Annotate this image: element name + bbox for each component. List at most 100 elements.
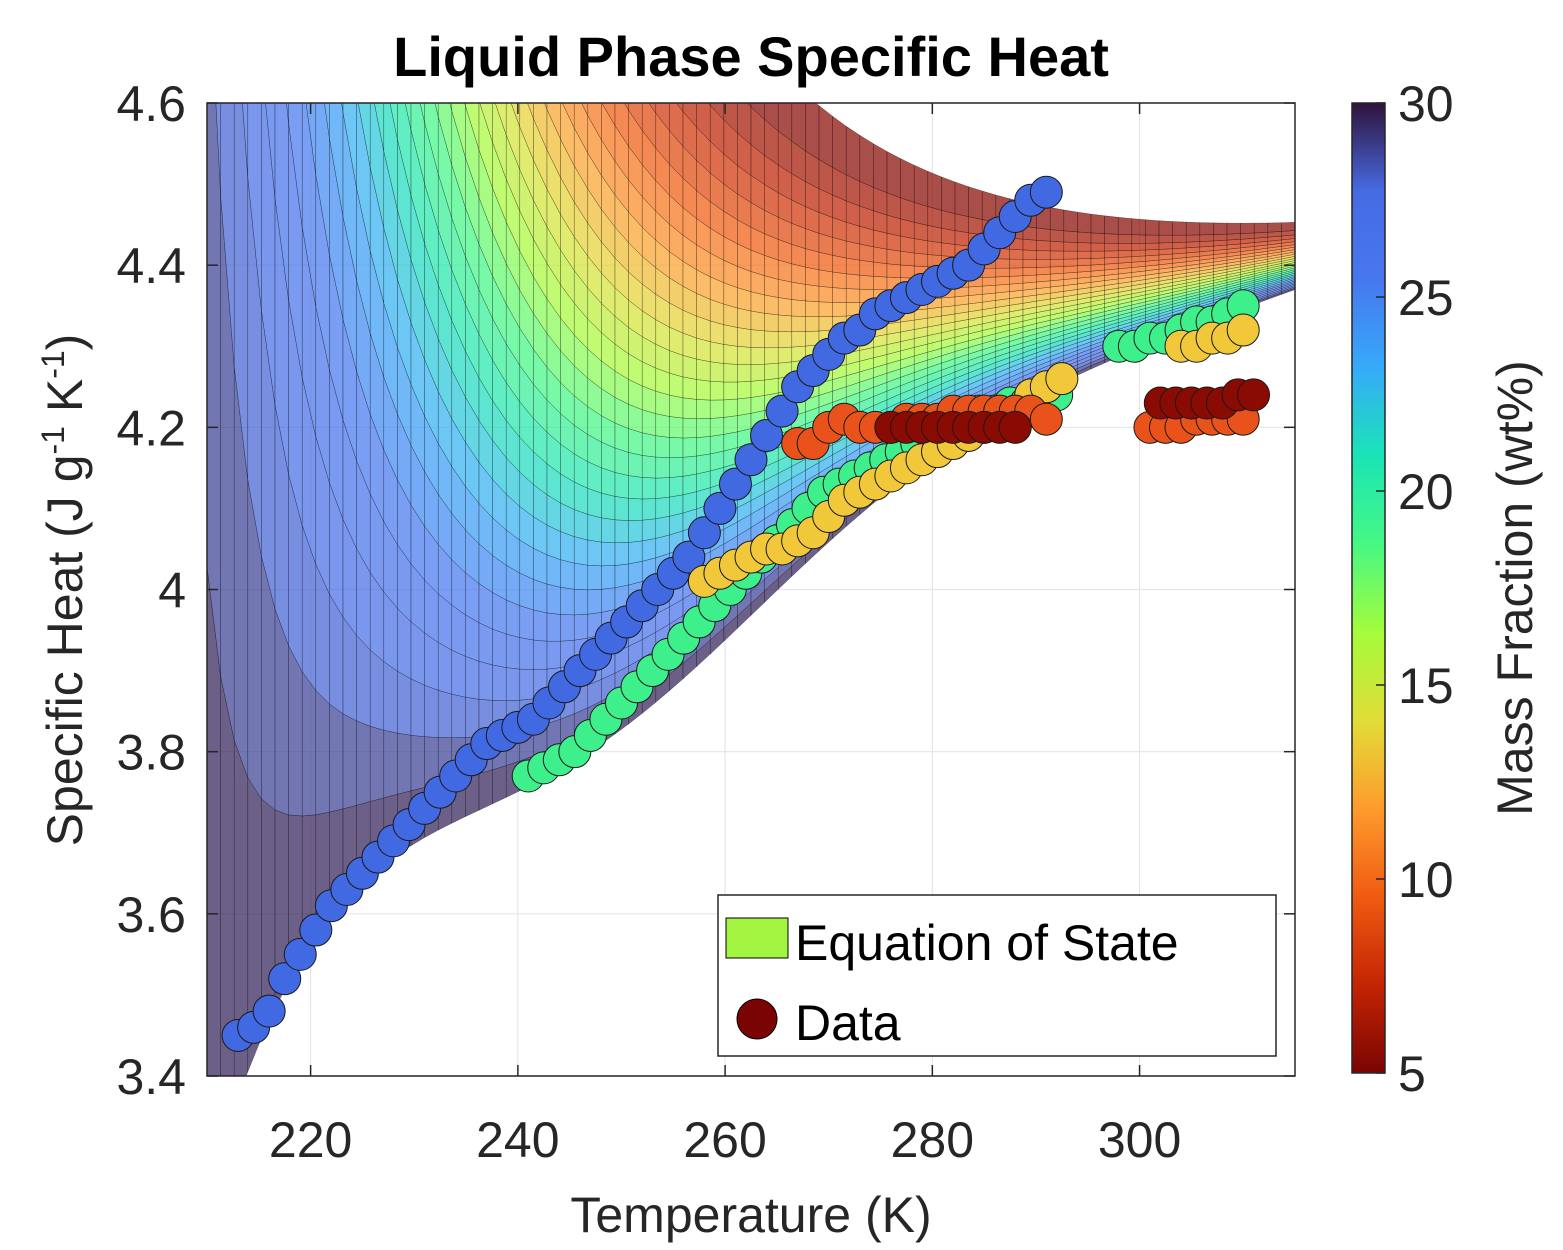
- surface-patch: [1104, 257, 1119, 265]
- surface-patch: [832, 287, 847, 303]
- surface-patch: [723, 398, 738, 418]
- colorbar-tick-label: 10: [1398, 852, 1454, 908]
- surface-patch: [1240, 222, 1255, 234]
- surface-patch: [1063, 265, 1078, 274]
- surface-patch: [764, 378, 779, 396]
- surface-patch: [805, 284, 820, 302]
- surface-patch: [1022, 259, 1037, 268]
- data-point: [765, 394, 799, 428]
- surface-patch: [696, 453, 711, 475]
- surface-patch: [832, 271, 847, 289]
- surface-patch: [832, 302, 847, 317]
- surface-patch: [818, 316, 833, 332]
- surface-patch: [723, 415, 738, 435]
- surface-patch: [1104, 215, 1119, 235]
- surface-patch: [642, 432, 656, 458]
- surface-patch: [900, 235, 915, 254]
- surface-patch: [1145, 234, 1160, 244]
- surface-patch: [642, 455, 656, 479]
- surface-patch: [846, 240, 860, 261]
- surface-patch: [995, 267, 1010, 278]
- surface-patch: [1172, 242, 1187, 249]
- surface-patch: [560, 531, 575, 564]
- surface-patch: [846, 125, 860, 182]
- surface-patch: [723, 381, 738, 401]
- surface-patch: [519, 605, 534, 641]
- surface-patch: [519, 637, 534, 670]
- surface-patch: [220, 676, 235, 1076]
- surface-patch: [574, 536, 588, 566]
- surface-patch: [764, 330, 779, 348]
- surface-patch: [1050, 266, 1064, 275]
- surface-patch: [778, 279, 792, 300]
- surface-patch: [1090, 264, 1105, 272]
- surface-patch: [682, 376, 697, 400]
- surface-patch: [587, 539, 602, 567]
- surface-patch: [560, 614, 575, 642]
- colorbar-bar: [1351, 102, 1386, 1074]
- data-points: [221, 175, 1271, 1052]
- legend-box: [717, 894, 1277, 1057]
- surface-patch: [1186, 234, 1200, 243]
- surface-patch: [778, 346, 792, 364]
- colorbar-tick-label: 15: [1398, 658, 1454, 714]
- surface-patch: [1281, 222, 1295, 232]
- surface-patch: [914, 164, 928, 207]
- surface-patch: [329, 703, 344, 813]
- legend-data-marker: [736, 998, 778, 1040]
- surface-patch: [614, 496, 629, 521]
- surface-patch: [1131, 243, 1146, 251]
- surface-patch: [424, 632, 439, 691]
- surface-patch: [614, 563, 629, 588]
- surface-patch: [982, 276, 996, 287]
- surface-patch: [791, 281, 806, 302]
- surface-patch: [601, 492, 616, 521]
- surface-patch: [628, 561, 643, 586]
- legend-surface-swatch: [725, 917, 789, 959]
- surface-patch: [451, 693, 466, 738]
- surface-patch: [588, 0, 602, 19]
- surface-patch: [343, 0, 357, 94]
- surface-patch: [1118, 256, 1132, 264]
- colorbar-label: Mass Fraction (wt%): [1487, 360, 1543, 816]
- surface-patch: [601, 565, 616, 590]
- surface-patch: [533, 579, 548, 614]
- surface-patch: [968, 216, 983, 236]
- surface-patch: [805, 103, 820, 160]
- data-point: [1237, 378, 1271, 412]
- surface-patch: [1036, 259, 1051, 268]
- surface-patch: [1145, 219, 1160, 236]
- surface-patch: [669, 394, 684, 419]
- surface-patch: [1118, 234, 1132, 244]
- surface-patch: [492, 664, 507, 701]
- surface-patch: [1063, 241, 1078, 252]
- y-tick-label: 3.6: [116, 887, 186, 943]
- surface-patch: [818, 286, 833, 303]
- surface-patch: [533, 639, 548, 670]
- surface-patch: [1063, 258, 1078, 267]
- surface-patch: [1063, 209, 1078, 233]
- surface-patch: [1090, 213, 1105, 234]
- data-point: [268, 962, 302, 996]
- surface-patch: [397, 732, 412, 795]
- surface-patch: [1145, 242, 1160, 251]
- surface-patch: [859, 134, 874, 188]
- data-point: [1029, 402, 1063, 436]
- surface-patch: [900, 264, 915, 279]
- surface-patch: [1090, 257, 1105, 266]
- surface-patch: [941, 176, 956, 214]
- surface-patch: [682, 437, 697, 458]
- surface-patch: [968, 186, 983, 220]
- surface-patch: [601, 0, 615, 1]
- surface-patch: [383, 729, 398, 799]
- surface-patch: [737, 327, 752, 348]
- surface-patch: [1240, 232, 1255, 240]
- surface-patch: [805, 300, 820, 317]
- surface-patch: [873, 276, 888, 290]
- surface-patch: [1009, 258, 1024, 269]
- surface-patch: [574, 589, 588, 616]
- surface-patch: [737, 364, 752, 383]
- data-point: [1029, 175, 1063, 209]
- surface-patch: [628, 498, 643, 521]
